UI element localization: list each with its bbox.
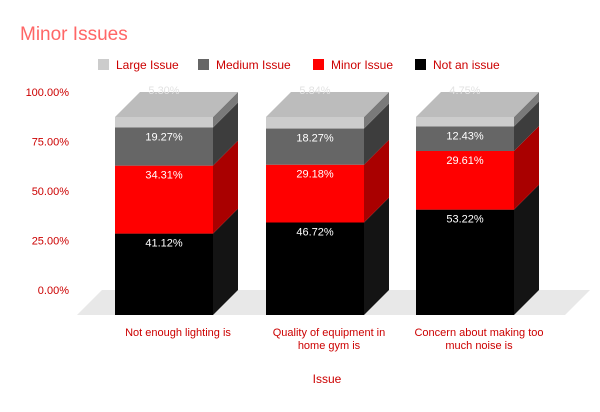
legend-label: Not an issue	[433, 58, 500, 72]
bar-segment-side	[514, 184, 539, 315]
bar-top	[416, 91, 539, 117]
bar-segment-side	[514, 91, 539, 127]
bar-segment-side	[213, 102, 238, 166]
bar-segment	[266, 164, 364, 223]
x-tick-label: much noise is	[445, 340, 513, 352]
legend-swatch	[313, 59, 324, 70]
x-tick-label: Not enough lighting is	[125, 327, 231, 339]
bar-segment-side	[364, 91, 389, 129]
x-tick-label: home gym is	[298, 340, 361, 352]
legend-label: Medium Issue	[216, 58, 291, 72]
data-label: 34.31%	[145, 170, 183, 182]
data-label: 5.84%	[299, 85, 330, 97]
bar-segment	[115, 117, 213, 128]
legend-swatch	[415, 59, 426, 70]
data-label: 18.27%	[296, 133, 334, 145]
data-label: 29.18%	[296, 169, 334, 181]
bar-segment	[416, 116, 514, 127]
bar-segment-side	[213, 208, 238, 315]
y-tick-label: 75.00%	[32, 137, 70, 149]
bar-segment	[266, 222, 364, 315]
data-label: 19.27%	[145, 131, 183, 143]
bar-segment-side	[364, 139, 389, 223]
y-tick-label: 0.00%	[38, 285, 69, 297]
x-tick-label: Concern about making too	[414, 327, 543, 339]
bar-segment	[115, 233, 213, 315]
bar-segment	[416, 126, 514, 151]
chart-title: Minor Issues	[20, 24, 128, 45]
legend-label: Large Issue	[116, 58, 179, 72]
legend-label: Minor Issue	[331, 58, 393, 72]
bar-segment-side	[364, 103, 389, 165]
data-label: 12.43%	[446, 130, 484, 142]
bar-segment-side	[514, 101, 539, 151]
bar-segment	[416, 150, 514, 210]
bar-segment	[115, 127, 213, 166]
bar-segment	[266, 116, 364, 129]
legend-swatch	[98, 59, 109, 70]
bar-segment-side	[213, 140, 238, 234]
bar-segment-side	[364, 197, 389, 315]
data-label: 46.72%	[296, 226, 334, 238]
bar-segment	[416, 209, 514, 315]
legend-swatch	[198, 59, 209, 70]
y-tick-label: 100.00%	[26, 87, 70, 99]
y-tick-label: 50.00%	[32, 186, 70, 198]
data-label: 29.61%	[446, 155, 484, 167]
bar-segment-side	[213, 92, 238, 128]
data-label: 5.30%	[148, 85, 179, 97]
x-axis-title: Issue	[313, 372, 342, 386]
bar-top	[115, 92, 238, 117]
data-label: 4.75%	[449, 85, 480, 97]
data-label: 53.22%	[446, 214, 484, 226]
bar-segment-side	[514, 125, 539, 210]
y-tick-label: 25.00%	[32, 236, 70, 248]
data-label: 41.12%	[145, 238, 183, 250]
bar-segment	[266, 128, 364, 165]
bar-segment	[115, 165, 213, 234]
x-tick-label: Quality of equipment in	[273, 327, 386, 339]
bar-top	[266, 91, 389, 117]
